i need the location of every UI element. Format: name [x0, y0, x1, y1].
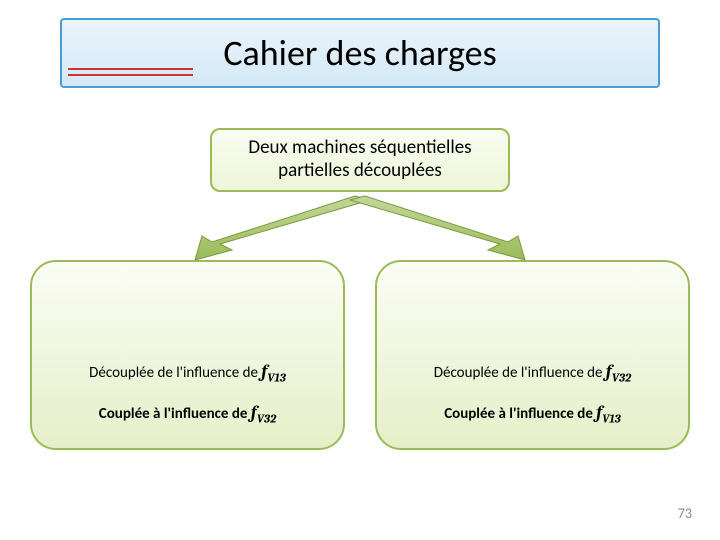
title-text: Cahier des charges: [223, 31, 496, 75]
left-line-coupled: Couplée à l'influence de fV32: [32, 402, 343, 426]
title-underlines: [68, 68, 198, 80]
left-line-decoupled: Découplée de l'influence de fV13: [32, 361, 343, 385]
left-node: Découplée de l'influence de fV13 Couplée…: [30, 260, 345, 450]
bottom-row: Découplée de l'influence de fV13 Couplée…: [30, 260, 690, 450]
top-node: Deux machines séquentielles partielles d…: [210, 128, 510, 192]
right-line-coupled: Couplée à l'influence de fV13: [377, 402, 688, 426]
right-line-decoupled: Découplée de l'influence de fV32: [377, 361, 688, 385]
top-node-line1: Deux machines séquentielles: [248, 137, 471, 160]
right-node: Découplée de l'influence de fV32 Couplée…: [375, 260, 690, 450]
arrow-left-icon: [195, 196, 370, 260]
branch-arrows: [160, 194, 560, 264]
top-node-line2: partielles découplées: [278, 160, 442, 183]
arrow-right-icon: [350, 196, 525, 260]
page-number: 73: [678, 505, 692, 522]
